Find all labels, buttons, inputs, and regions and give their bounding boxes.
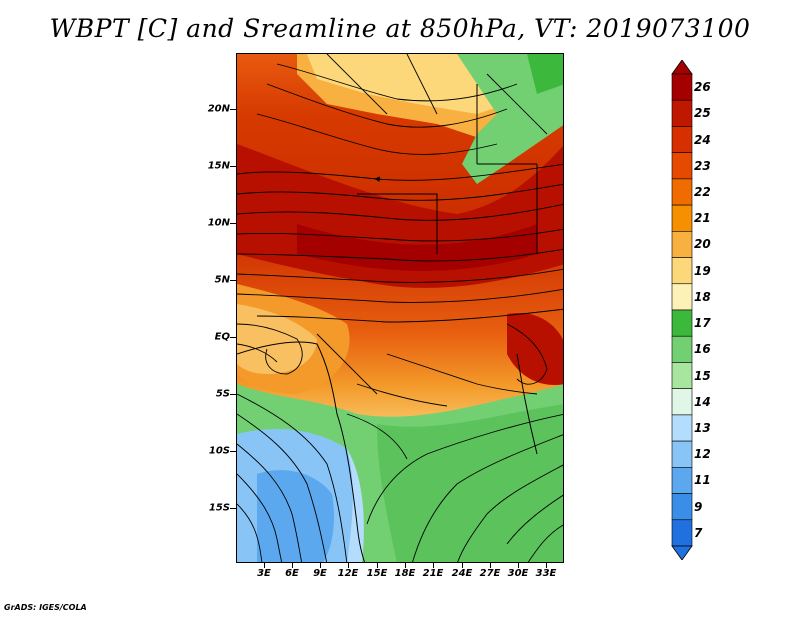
lon-label: 9E	[313, 568, 327, 579]
field-region-25b	[507, 313, 563, 385]
colorbar-swatch	[671, 519, 693, 547]
lat-tick	[230, 109, 236, 110]
colorbar-label: 11	[694, 473, 711, 488]
colorbar-swatch	[671, 414, 693, 442]
lon-tick	[518, 563, 519, 568]
lon-label: 33E	[535, 568, 557, 579]
field-region-17b	[377, 404, 563, 562]
colorbar-label: 17	[694, 316, 711, 331]
lon-tick	[462, 563, 463, 568]
colorbar	[671, 60, 693, 560]
lon-tick	[348, 563, 349, 568]
coastlines	[237, 84, 538, 562]
lon-tick	[405, 563, 406, 568]
colorbar-swatch	[671, 440, 693, 468]
colorbar-label: 9	[694, 499, 703, 514]
colorbar-label: 12	[694, 447, 711, 462]
lon-label: 27E	[479, 568, 501, 579]
field-region-11	[257, 470, 334, 562]
colorbar-label: 26	[694, 80, 711, 95]
footer-credit: GrADS: IGES/COLA	[4, 603, 87, 612]
lon-label: 6E	[285, 568, 299, 579]
colorbar-swatch	[671, 309, 693, 337]
colorbar-label: 25	[694, 106, 711, 121]
colorbar-swatch	[671, 204, 693, 232]
colorbar-swatch	[671, 257, 693, 285]
colorbar-swatch	[671, 362, 693, 389]
lon-tick	[433, 563, 434, 568]
field-region-20b	[237, 304, 317, 374]
lon-label: 30E	[507, 568, 529, 579]
colorbar-swatch	[671, 126, 693, 153]
map-canvas	[237, 54, 563, 562]
lat-label: 5N	[214, 274, 230, 286]
lon-tick	[377, 563, 378, 568]
lon-label: 24E	[451, 568, 473, 579]
colorbar-label: 23	[694, 158, 711, 173]
lat-label: 10S	[208, 445, 230, 457]
lat-label: EQ	[214, 331, 230, 343]
field-region-14	[347, 449, 364, 562]
lon-label: 12E	[337, 568, 359, 579]
lon-label: 21E	[422, 568, 444, 579]
colorbar-label: 22	[694, 185, 711, 199]
lon-label: 15E	[366, 568, 388, 579]
lat-tick	[230, 223, 236, 224]
lon-label: 18E	[394, 568, 416, 579]
field-region-17	[527, 54, 563, 94]
lon-tick	[320, 563, 321, 568]
colorbar-top-arrow	[671, 60, 693, 75]
colorbar-swatch	[671, 283, 693, 311]
colorbar-label: 24	[694, 132, 711, 147]
colorbar-label: 13	[694, 421, 711, 435]
lat-tick	[230, 280, 236, 281]
lat-tick	[230, 337, 236, 338]
colorbar-label: 16	[694, 342, 711, 357]
colorbar-label: 7	[694, 525, 703, 540]
lon-tick	[490, 563, 491, 568]
lon-tick	[264, 563, 265, 568]
lat-label: 5S	[215, 388, 230, 400]
lat-label: 15N	[207, 160, 230, 172]
lon-label: 3E	[257, 568, 271, 579]
lat-tick	[230, 166, 236, 167]
colorbar-swatch	[671, 73, 693, 101]
colorbar-swatch	[671, 231, 693, 258]
colorbar-swatch	[671, 467, 693, 494]
lat-tick	[230, 451, 236, 452]
colorbar-label: 19	[694, 263, 711, 278]
chart-title: WBPT [C] and Sreamline at 850hPa, VT: 20…	[49, 14, 751, 43]
colorbar-swatch	[671, 493, 693, 521]
colorbar-swatch	[671, 178, 693, 206]
colorbar-label: 20	[694, 237, 711, 252]
lat-label: 20N	[207, 103, 230, 115]
lat-tick	[230, 508, 236, 509]
colorbar-swatch	[671, 335, 693, 363]
colorbar-swatch	[671, 388, 693, 416]
colorbar-swatch	[671, 99, 693, 127]
colorbar-bottom-arrow	[671, 545, 693, 560]
lat-tick	[230, 394, 236, 395]
streamlines	[237, 54, 563, 562]
map-panel	[236, 53, 564, 563]
colorbar-label: 15	[694, 368, 711, 383]
colorbar-label: 18	[694, 289, 711, 304]
colorbar-label: 21	[694, 211, 711, 226]
colorbar-swatch	[671, 152, 693, 180]
lon-tick	[292, 563, 293, 568]
colorbar-label: 14	[694, 394, 711, 409]
lon-tick	[546, 563, 547, 568]
lat-label: 10N	[207, 217, 230, 229]
lat-label: 15S	[208, 502, 230, 514]
